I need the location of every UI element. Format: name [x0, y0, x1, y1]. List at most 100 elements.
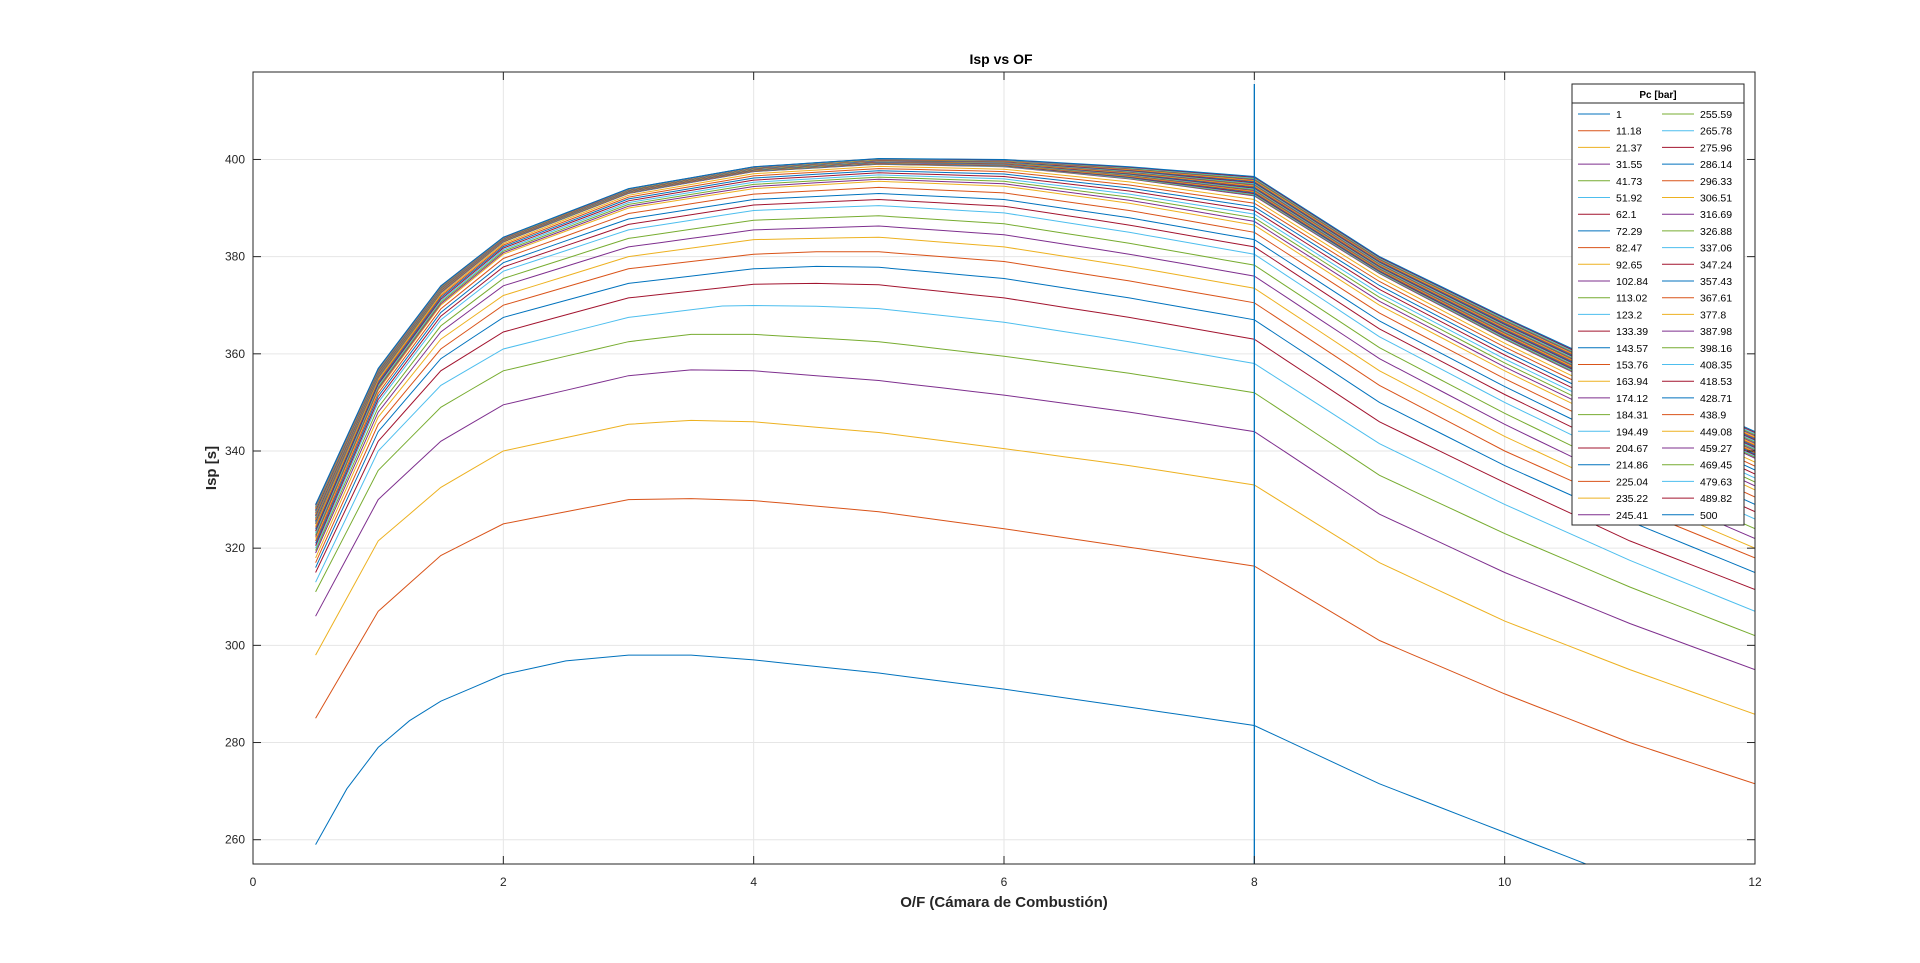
legend-entry-label: 347.24: [1700, 259, 1732, 271]
x-tick-label: 0: [250, 875, 257, 889]
series-line-pc-123.2: [315, 205, 1755, 549]
legend-entry-label: 11.18: [1616, 126, 1642, 138]
legend-entry-label: 337.06: [1700, 243, 1732, 255]
series-line-pc-184.31: [315, 176, 1755, 535]
series-line-pc-133.39: [315, 198, 1755, 546]
legend-entry-label: 469.45: [1700, 460, 1732, 472]
legend-entry-label: 123.2: [1616, 309, 1642, 321]
legend-entry-label: 194.49: [1616, 426, 1648, 438]
legend-entry-label: 479.63: [1700, 476, 1732, 488]
legend-entry-label: 489.82: [1700, 493, 1732, 505]
legend-entry-label: 102.84: [1616, 276, 1648, 288]
legend-entry-label: 500: [1700, 510, 1718, 522]
y-tick-label: 320: [225, 541, 245, 555]
x-tick-label: 8: [1251, 875, 1258, 889]
legend-title: Pc [bar]: [1639, 90, 1676, 101]
legend-entry-label: 255.59: [1700, 109, 1732, 121]
legend-entry-label: 214.86: [1616, 460, 1648, 472]
legend-entry-label: 418.53: [1700, 376, 1732, 388]
legend-entry-label: 184.31: [1616, 410, 1648, 422]
y-axis-label: Isp [s]: [203, 446, 220, 490]
legend-entry-label: 326.88: [1700, 226, 1732, 238]
legend-entry-label: 21.37: [1616, 142, 1642, 154]
legend-entry-label: 265.78: [1700, 126, 1732, 138]
series-line-pc-72.29: [315, 265, 1755, 573]
series-line-pc-143.57: [315, 192, 1755, 544]
legend-entry-label: 51.92: [1616, 193, 1642, 205]
legend-entry-label: 296.33: [1700, 176, 1732, 188]
legend-entry-label: 428.71: [1700, 393, 1732, 405]
chart-title: Isp vs OF: [969, 51, 1032, 67]
series-line-pc-204.67: [315, 172, 1755, 532]
legend-entry-label: 41.73: [1616, 176, 1642, 188]
series-line-pc-102.84: [315, 225, 1755, 554]
legend-entry-label: 459.27: [1700, 443, 1732, 455]
legend-entry-label: 449.08: [1700, 426, 1732, 438]
y-tick-label: 380: [225, 250, 245, 264]
legend-box: [1571, 83, 1745, 526]
legend-entry-label: 245.41: [1616, 510, 1648, 522]
legend-entry-label: 408.35: [1700, 360, 1732, 372]
legend-entry-label: 113.02: [1616, 293, 1647, 305]
legend-entry-label: 275.96: [1700, 142, 1732, 154]
series-line-pc-174.12: [315, 178, 1755, 537]
series-line-pc-62.1: [315, 282, 1755, 590]
legend-entry-label: 286.14: [1700, 159, 1732, 171]
series-line-pc-225.04: [315, 168, 1755, 528]
series-line-pc-82.47: [315, 251, 1755, 563]
series-line-pc-163.94: [315, 180, 1755, 539]
series-line-pc-41.73: [315, 333, 1755, 637]
legend-entry-label: 31.55: [1616, 159, 1642, 171]
legend-entry-label: 306.51: [1700, 193, 1732, 205]
legend-entry-label: 377.8: [1700, 309, 1726, 321]
legend-entry-label: 387.98: [1700, 326, 1732, 338]
series-line-pc-235.22: [315, 165, 1755, 526]
y-tick-label: 260: [225, 833, 245, 847]
legend-entry-label: 62.1: [1616, 209, 1637, 221]
axis-ticks: 0 2 4 6 8 10 12 260 280 300 320 340 360 380 400: [225, 72, 1762, 889]
x-tick-label: 10: [1498, 875, 1512, 889]
legend-entry-label: 357.43: [1700, 276, 1732, 288]
legend-entry-label: 225.04: [1616, 476, 1648, 488]
series-line-pc-214.86: [315, 170, 1755, 530]
y-tick-label: 280: [225, 736, 245, 750]
series-line-pc-153.76: [315, 186, 1755, 542]
legend-entry-label: 92.65: [1616, 259, 1642, 271]
series-line-pc-31.55: [315, 369, 1755, 671]
x-tick-label: 12: [1748, 875, 1762, 889]
series-line-pc-11.18: [315, 498, 1755, 785]
legend-entry-label: 316.69: [1700, 209, 1732, 221]
y-tick-label: 360: [225, 347, 245, 361]
series-lines: [315, 157, 1755, 864]
x-tick-label: 6: [1001, 875, 1008, 889]
legend-entry-label: 163.94: [1616, 376, 1648, 388]
legend: Pc [bar] 1 11.18 21.37 31.55 41.73 51.92 62.1 7…: [1571, 83, 1745, 526]
legend-entry-label: 204.67: [1616, 443, 1648, 455]
series-line-pc-113.02: [315, 215, 1755, 551]
series-line-pc-1: [315, 654, 1588, 864]
legend-entry-label: 398.16: [1700, 343, 1732, 355]
series-line-pc-51.92: [315, 304, 1755, 612]
series-line-pc-500: [315, 157, 1755, 505]
y-tick-label: 340: [225, 444, 245, 458]
x-axis-label: O/F (Cámara de Combustión): [900, 894, 1108, 911]
y-tick-label: 300: [225, 638, 245, 652]
series-line-pc-194.49: [315, 174, 1755, 534]
legend-entry-label: 367.61: [1700, 293, 1732, 305]
legend-entry-label: 438.9: [1700, 410, 1726, 422]
legend-entry-label: 1: [1616, 109, 1622, 121]
legend-entry-label: 174.12: [1616, 393, 1648, 405]
legend-entry-label: 82.47: [1616, 243, 1642, 255]
legend-entry-label: 133.39: [1616, 326, 1648, 338]
legend-entry-label: 72.29: [1616, 226, 1642, 238]
series-line-pc-21.37: [315, 419, 1755, 715]
x-tick-label: 2: [500, 875, 507, 889]
legend-entry-label: 153.76: [1616, 360, 1648, 372]
y-tick-label: 400: [225, 152, 245, 166]
series-line-pc-92.65: [315, 236, 1755, 559]
legend-entry-label: 235.22: [1616, 493, 1648, 505]
x-tick-label: 4: [750, 875, 757, 889]
legend-entry-label: 143.57: [1616, 343, 1648, 355]
grid: [253, 72, 1755, 864]
